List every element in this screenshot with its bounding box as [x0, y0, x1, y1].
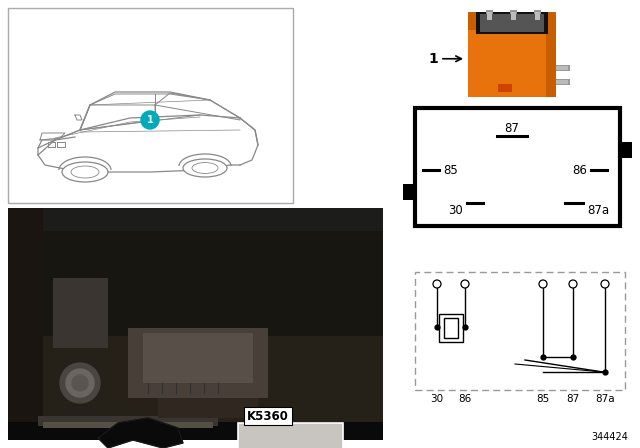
Bar [43, 422, 213, 428]
Text: 86: 86 [572, 164, 587, 177]
Circle shape [433, 280, 441, 288]
Bar [8, 208, 43, 422]
Bar [556, 65, 570, 71]
Bar [8, 208, 383, 440]
Text: 30: 30 [431, 394, 444, 404]
Circle shape [141, 111, 159, 129]
Bar [556, 66, 568, 70]
Bar [480, 14, 544, 32]
Bar [556, 80, 568, 84]
Bar [535, 12, 540, 20]
Bar [510, 10, 517, 22]
Circle shape [60, 363, 100, 403]
Text: 87: 87 [566, 394, 580, 404]
Bar [468, 12, 556, 97]
Text: 87a: 87a [595, 394, 615, 404]
Text: 1: 1 [147, 115, 154, 125]
Circle shape [461, 280, 469, 288]
Text: 344424: 344424 [591, 432, 628, 442]
Bar [439, 314, 463, 342]
Ellipse shape [183, 159, 227, 177]
Bar [8, 8, 293, 203]
Ellipse shape [192, 163, 218, 173]
Bar [8, 231, 383, 336]
Bar [403, 184, 415, 200]
Circle shape [569, 280, 577, 288]
Text: 1: 1 [428, 52, 438, 66]
Text: 87a: 87a [587, 203, 609, 216]
Ellipse shape [71, 166, 99, 178]
Bar [546, 12, 556, 97]
Circle shape [601, 280, 609, 288]
Bar [444, 318, 458, 338]
Circle shape [539, 280, 547, 288]
Bar [511, 12, 516, 20]
Bar [128, 328, 268, 398]
Circle shape [72, 375, 88, 391]
Text: 85: 85 [443, 164, 458, 177]
Bar [238, 423, 343, 448]
Bar [38, 416, 218, 426]
Bar [487, 12, 492, 20]
Bar [415, 108, 620, 226]
Bar [486, 10, 493, 22]
Bar [468, 12, 556, 30]
Bar [8, 312, 383, 440]
Bar [620, 142, 632, 158]
Bar [53, 278, 108, 348]
Bar [415, 272, 625, 390]
Text: 30: 30 [448, 203, 463, 216]
Bar [8, 422, 383, 440]
Text: 85: 85 [536, 394, 550, 404]
Bar [158, 328, 258, 418]
Bar [143, 333, 253, 383]
Bar [476, 12, 548, 34]
Text: 86: 86 [458, 394, 472, 404]
Bar [556, 79, 570, 85]
Bar [498, 84, 512, 92]
Polygon shape [98, 418, 183, 448]
Circle shape [66, 369, 94, 397]
Text: K5360: K5360 [247, 409, 289, 422]
Text: 87: 87 [504, 121, 520, 134]
Bar [534, 10, 541, 22]
Ellipse shape [62, 162, 108, 182]
